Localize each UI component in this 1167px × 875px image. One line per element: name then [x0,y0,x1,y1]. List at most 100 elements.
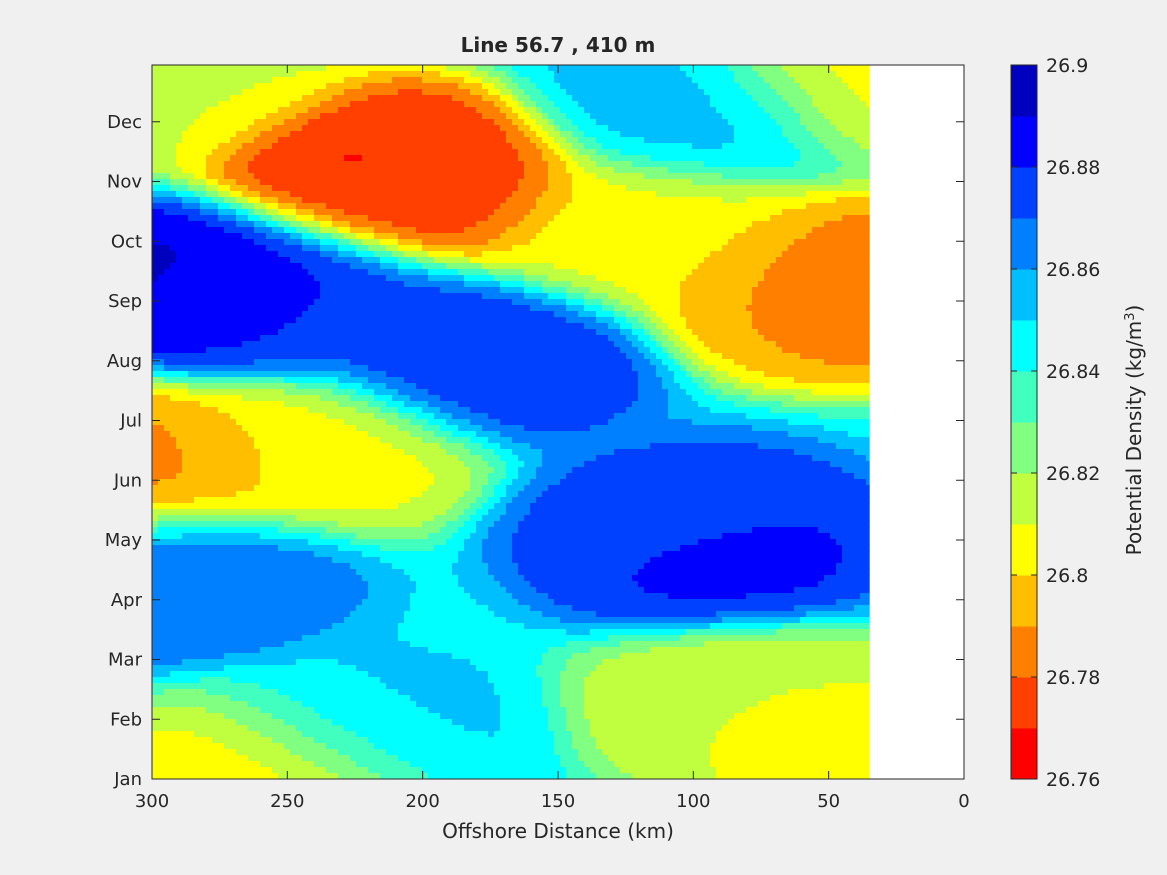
contour-cell [698,95,705,102]
contour-cell [506,263,513,270]
contour-cell [788,101,795,108]
contour-cell [194,89,201,96]
contour-cell [272,113,279,120]
contour-cell [746,293,753,300]
contour-cell [470,305,477,312]
contour-cell [602,293,609,300]
contour-cell [806,89,813,96]
contour-cell [500,191,507,198]
contour-cell [854,167,861,174]
contour-cell [764,185,771,192]
contour-cell [764,287,771,294]
contour-cell [362,125,369,132]
contour-cell [524,167,531,174]
contour-cell [212,275,219,282]
contour-cell [230,293,237,300]
contour-cell [734,209,741,216]
contour-cell [734,167,741,174]
contour-cell [680,83,687,90]
contour-cell [758,95,765,102]
contour-cell [818,137,825,144]
contour-cell [740,257,747,264]
contour-cell [326,143,333,150]
contour-cell [392,173,399,180]
contour-cell [554,239,561,246]
contour-cell [158,263,165,270]
contour-cell [752,149,759,156]
contour-cell [266,101,273,108]
contour-cell [290,161,297,168]
contour-cell [290,245,297,252]
contour-cell [422,293,429,300]
contour-cell [770,221,777,228]
contour-cell [560,125,567,132]
contour-cell [608,281,615,288]
contour-cell [788,245,795,252]
contour-cell [656,83,663,90]
contour-cell [308,191,315,198]
contour-cell [290,257,297,264]
contour-cell [320,239,327,246]
contour-cell [440,179,447,186]
contour-cell [776,77,783,84]
contour-cell [710,95,717,102]
contour-cell [434,275,441,282]
contour-cell [338,89,345,96]
contour-cell [488,113,495,120]
contour-cell [650,227,657,234]
contour-cell [500,245,507,252]
contour-cell [338,143,345,150]
contour-cell [308,179,315,186]
contour-cell [608,257,615,264]
contour-cell [626,209,633,216]
contour-cell [668,203,675,210]
contour-cell [230,167,237,174]
contour-cell [560,269,567,276]
contour-cell [266,245,273,252]
contour-cell [266,251,273,258]
contour-cell [434,251,441,258]
contour-cell [170,113,177,120]
contour-cell [704,281,711,288]
contour-cell [596,287,603,294]
contour-cell [656,125,663,132]
contour-cell [206,185,213,192]
contour-cell [794,299,801,306]
contour-cell [206,71,213,78]
contour-cell [812,173,819,180]
contour-cell [410,125,417,132]
contour-cell [596,119,603,126]
contour-cell [476,203,483,210]
contour-cell [152,83,159,90]
contour-cell [716,293,723,300]
contour-cell [644,77,651,84]
contour-cell [830,107,837,114]
contour-cell [200,71,207,78]
contour-cell [746,251,753,258]
contour-cell [698,269,705,276]
contour-cell [614,185,621,192]
contour-cell [230,227,237,234]
contour-cell [332,269,339,276]
contour-cell [182,245,189,252]
contour-cell [482,197,489,204]
contour-cell [704,245,711,252]
contour-cell [440,245,447,252]
contour-cell [734,281,741,288]
contour-cell [788,305,795,312]
contour-cell [494,173,501,180]
contour-cell [338,269,345,276]
contour-cell [398,311,405,318]
contour-cell [350,203,357,210]
contour-cell [668,143,675,150]
contour-cell [266,263,273,270]
contour-cell [260,155,267,162]
contour-cell [242,161,249,168]
contour-cell [854,299,861,306]
contour-cell [296,215,303,222]
contour-cell [350,287,357,294]
contour-cell [440,263,447,270]
contour-cell [368,203,375,210]
contour-cell [830,137,837,144]
contour-cell [680,191,687,198]
